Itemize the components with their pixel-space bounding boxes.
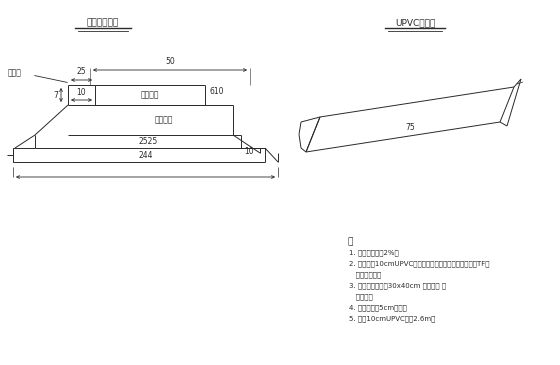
Text: 桥面铺装: 桥面铺装 bbox=[141, 91, 159, 100]
Text: 2. 泄水孔径10cmUPVC管，螺栓、螺母连接并在孔边缘用TF制: 2. 泄水孔径10cmUPVC管，螺栓、螺母连接并在孔边缘用TF制 bbox=[349, 260, 489, 266]
Text: 4. 桥面铺装层5cm沥青。: 4. 桥面铺装层5cm沥青。 bbox=[349, 304, 407, 311]
Text: 244: 244 bbox=[138, 150, 153, 160]
Text: 610: 610 bbox=[210, 88, 225, 96]
Text: 5. 选用10cmUPVC每根2.6m。: 5. 选用10cmUPVC每根2.6m。 bbox=[349, 315, 435, 322]
Text: 注: 注 bbox=[347, 237, 352, 246]
Text: 防水嵌缝料。: 防水嵌缝料。 bbox=[349, 271, 381, 278]
Text: 7: 7 bbox=[53, 91, 58, 100]
Text: 空心板梁: 空心板梁 bbox=[155, 115, 173, 124]
Text: 2525: 2525 bbox=[138, 137, 157, 146]
Text: 25: 25 bbox=[77, 67, 86, 76]
Text: 10: 10 bbox=[77, 88, 86, 97]
Text: UPVC排水管: UPVC排水管 bbox=[395, 18, 435, 27]
Text: 桥面排水节点: 桥面排水节点 bbox=[87, 18, 119, 27]
Text: 路缘石: 路缘石 bbox=[8, 69, 22, 77]
Text: 3. 混凝土承台尺寸30x40cm 根据板梁 坐: 3. 混凝土承台尺寸30x40cm 根据板梁 坐 bbox=[349, 282, 446, 289]
Text: 75: 75 bbox=[405, 123, 415, 132]
Text: 墩位置。: 墩位置。 bbox=[349, 293, 373, 300]
Text: 1. 桥面排水坡度2%。: 1. 桥面排水坡度2%。 bbox=[349, 249, 399, 255]
Text: 50: 50 bbox=[165, 57, 175, 66]
Text: 10: 10 bbox=[244, 147, 254, 157]
